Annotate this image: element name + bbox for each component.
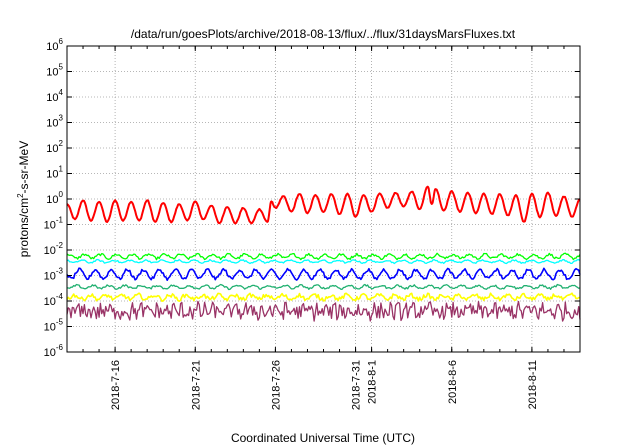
y-tick-exponent: 3 bbox=[59, 114, 64, 123]
y-tick-exponent: 4 bbox=[59, 88, 64, 97]
y-tick-base: 10 bbox=[46, 194, 58, 206]
y-tick-label: 103 bbox=[46, 114, 63, 130]
y-tick-label: 106 bbox=[46, 37, 63, 53]
series-line-6 bbox=[66, 300, 581, 322]
series-line-3 bbox=[66, 267, 581, 281]
y-tick-base: 10 bbox=[46, 143, 58, 155]
chart-title: /data/run/goesPlots/archive/2018-08-13/f… bbox=[131, 27, 516, 41]
y-tick-label: 104 bbox=[46, 88, 63, 104]
y-tick-exponent: 5 bbox=[59, 63, 64, 72]
x-tick-label: 2018-8-11 bbox=[527, 360, 539, 409]
y-tick-base: 10 bbox=[44, 271, 56, 283]
y-tick-base: 10 bbox=[46, 92, 58, 104]
y-axis-label: protons/cm2-s-sr-MeV bbox=[16, 141, 31, 257]
y-tick-base: 10 bbox=[44, 322, 56, 334]
y-tick-exponent: -6 bbox=[56, 343, 64, 352]
series-line-5 bbox=[66, 292, 581, 302]
y-tick-base: 10 bbox=[44, 347, 56, 359]
y-tick-base: 10 bbox=[44, 245, 56, 257]
y-axis: 10-610-510-410-310-210-11001011021031041… bbox=[44, 37, 580, 359]
y-tick-exponent: -5 bbox=[56, 318, 64, 327]
y-tick-label: 10-6 bbox=[44, 343, 64, 359]
series-layer bbox=[66, 185, 581, 322]
y-axis-label-sup: 2 bbox=[16, 193, 25, 198]
y-tick-label: 10-3 bbox=[44, 267, 64, 283]
y-tick-label: 105 bbox=[46, 63, 63, 79]
series-line-0 bbox=[66, 185, 581, 225]
y-tick-exponent: 6 bbox=[59, 37, 64, 46]
y-tick-label: 102 bbox=[46, 139, 63, 155]
series-line-1 bbox=[66, 252, 581, 261]
x-tick-label: 2018-7-31 bbox=[351, 360, 363, 410]
y-tick-base: 10 bbox=[46, 67, 58, 79]
y-tick-exponent: 1 bbox=[59, 165, 64, 174]
y-tick-exponent: -2 bbox=[56, 241, 64, 250]
x-tick-label: 2018-7-16 bbox=[110, 360, 122, 410]
y-tick-exponent: 0 bbox=[59, 190, 64, 199]
y-tick-base: 10 bbox=[44, 296, 56, 308]
y-tick-label: 10-4 bbox=[44, 292, 64, 308]
y-tick-base: 10 bbox=[46, 118, 58, 130]
x-tick-label: 2018-8-6 bbox=[447, 360, 459, 404]
y-tick-label: 100 bbox=[46, 190, 63, 206]
y-tick-exponent: -1 bbox=[56, 216, 64, 225]
y-tick-label: 10-2 bbox=[44, 241, 64, 257]
y-tick-exponent: -3 bbox=[56, 267, 64, 276]
y-tick-label: 10-5 bbox=[44, 318, 64, 334]
y-tick-base: 10 bbox=[46, 41, 58, 53]
y-axis-label-base: protons/cm bbox=[17, 198, 31, 257]
series-line-2 bbox=[66, 258, 581, 265]
x-tick-label: 2018-7-26 bbox=[270, 360, 282, 410]
y-tick-base: 10 bbox=[46, 169, 58, 181]
series-line-4 bbox=[66, 283, 581, 291]
x-tick-label: 2018-7-21 bbox=[190, 360, 202, 410]
x-tick-label: 2018-8-1 bbox=[367, 360, 379, 404]
grid bbox=[67, 46, 580, 352]
x-axis-label: Coordinated Universal Time (UTC) bbox=[231, 431, 415, 445]
y-tick-base: 10 bbox=[44, 220, 56, 232]
y-axis-label-tail: -s-sr-MeV bbox=[17, 141, 31, 194]
x-axis: 2018-7-16 2018-7-21 2018-7-26 2018-7-31 2018… bbox=[82, 46, 565, 410]
y-tick-exponent: -4 bbox=[56, 292, 64, 301]
y-tick-label: 10-1 bbox=[44, 216, 64, 232]
y-tick-label: 101 bbox=[46, 165, 63, 181]
y-tick-exponent: 2 bbox=[59, 139, 64, 148]
